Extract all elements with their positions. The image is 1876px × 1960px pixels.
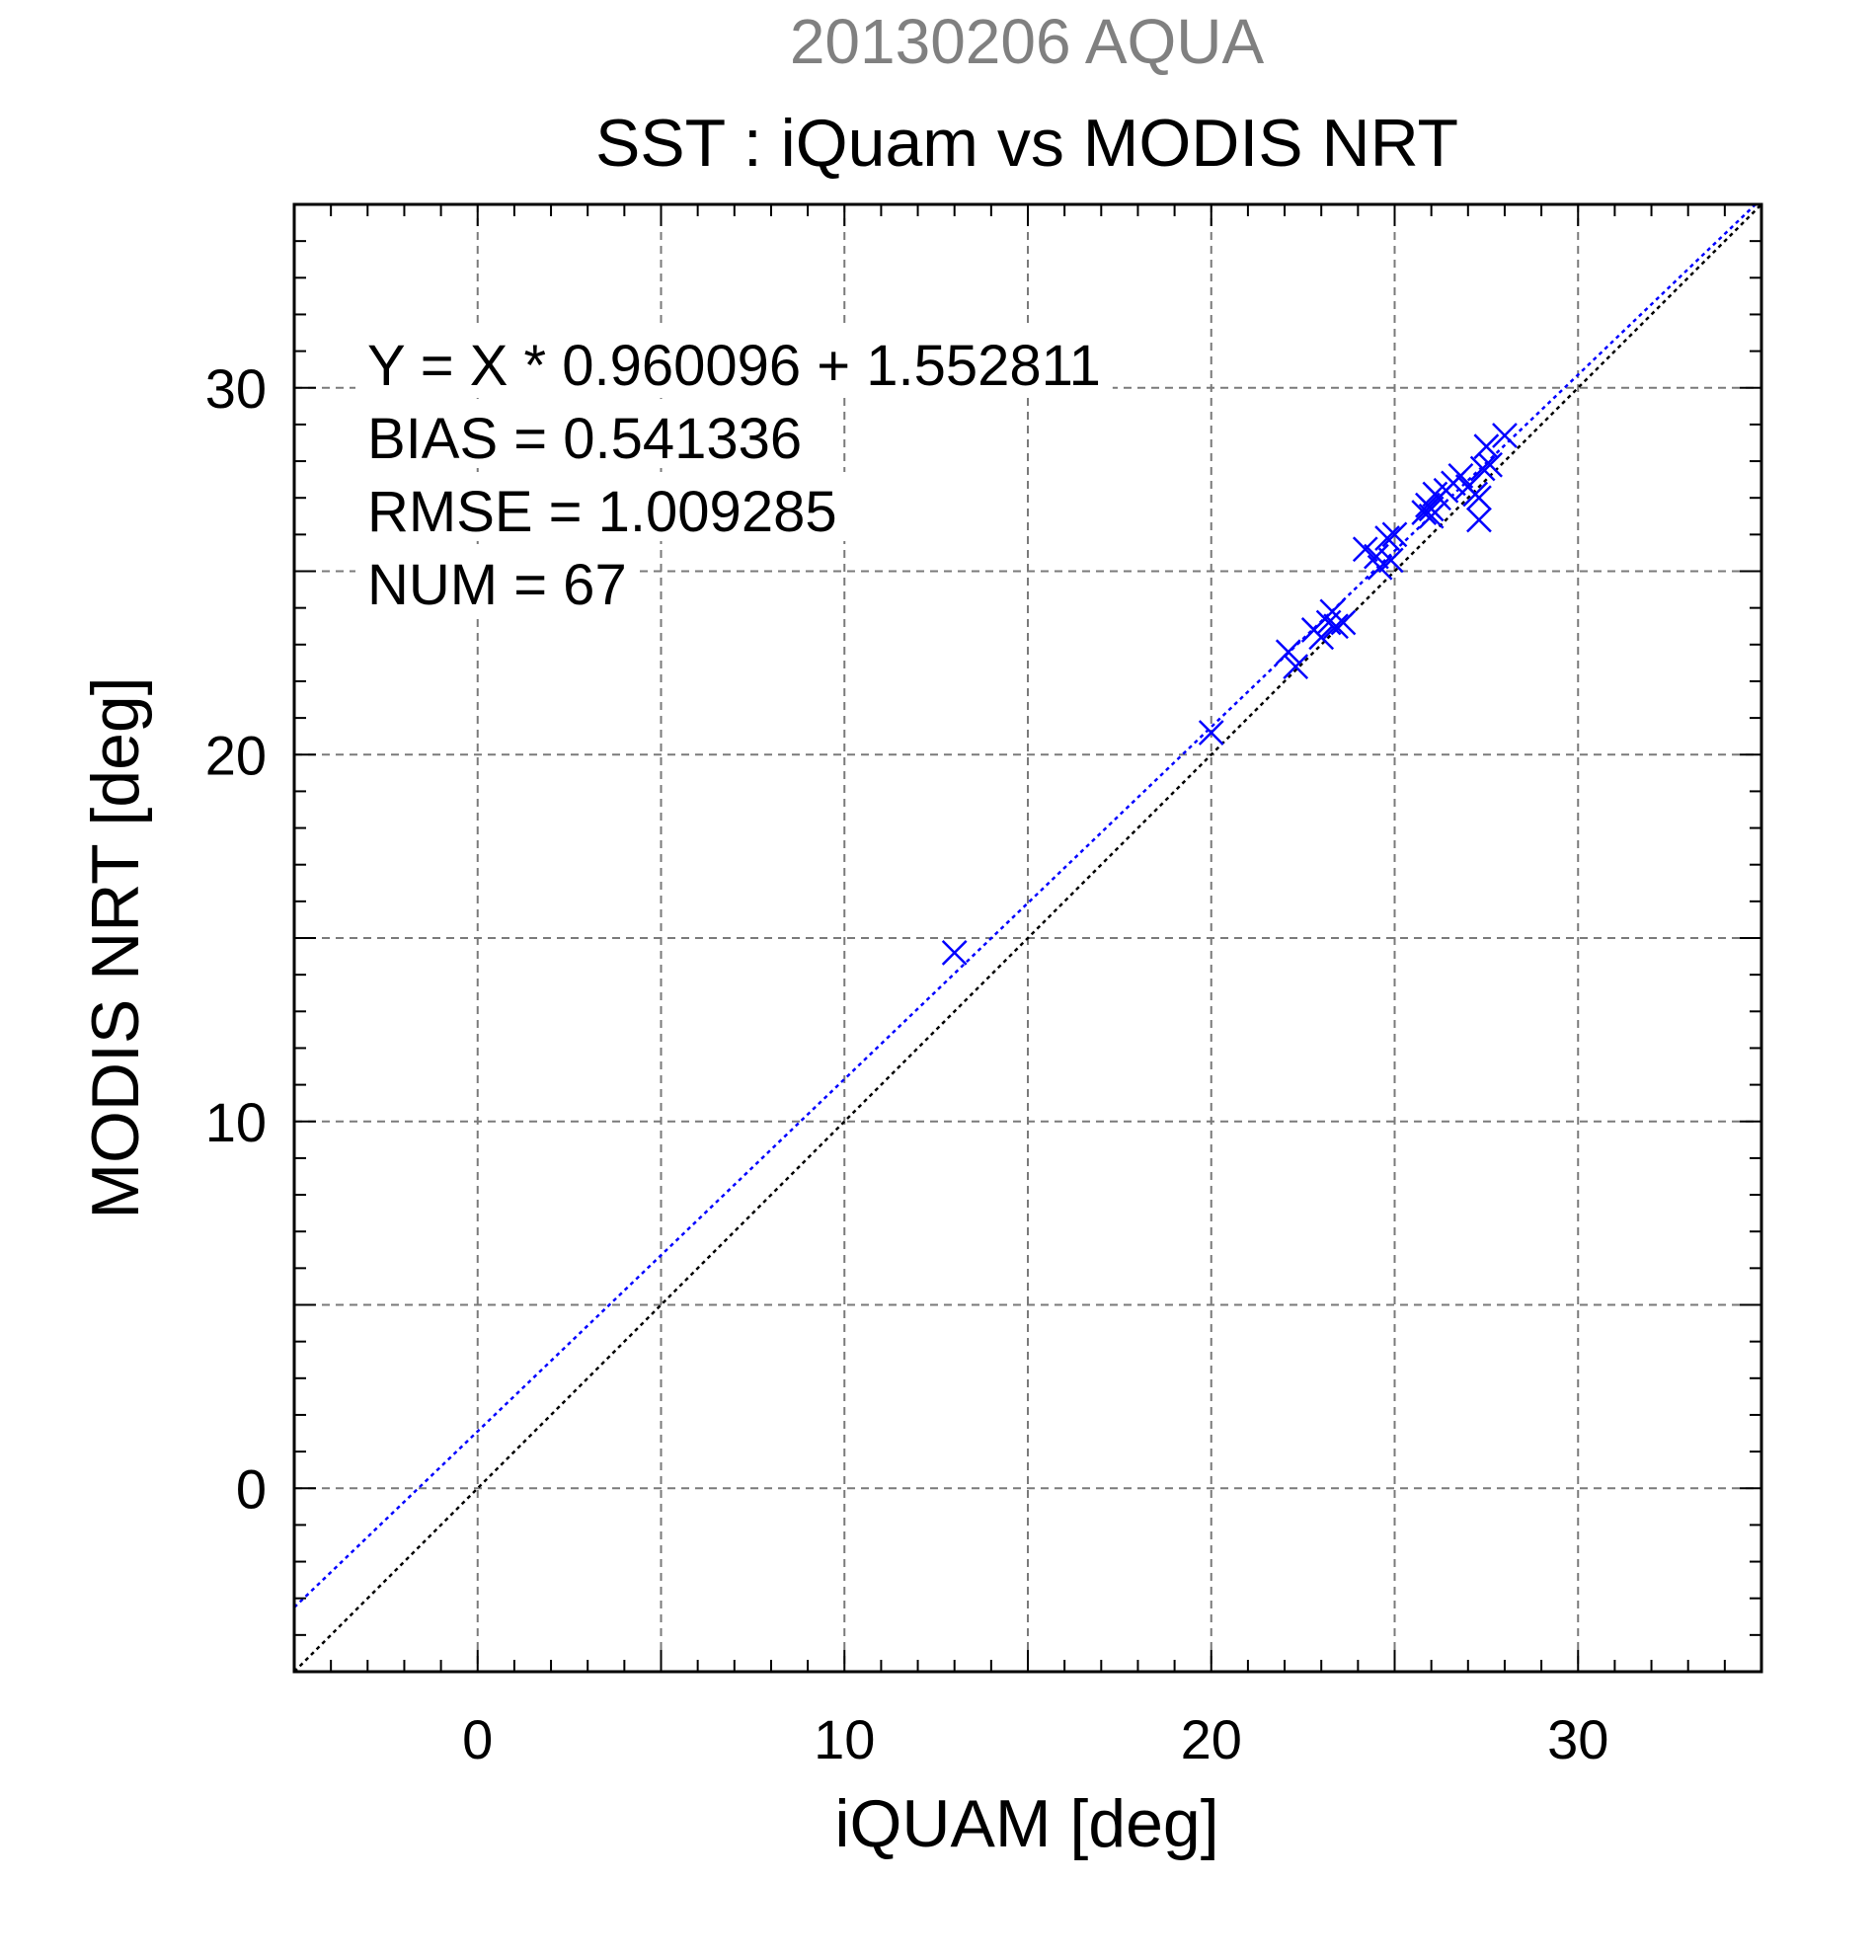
x-tick-label: 0: [462, 1708, 493, 1770]
data-point-stroke: [1466, 485, 1492, 511]
y-axis-label: MODIS NRT [deg]: [78, 676, 153, 1218]
identity-line: [293, 203, 1762, 1673]
data-point-stroke: [1330, 609, 1357, 636]
data-point-stroke: [1275, 639, 1301, 666]
y-tick-label: 20: [205, 724, 267, 786]
fit-line: [293, 203, 1757, 1608]
annotation-background: [355, 326, 1113, 395]
data-point-stroke: [1308, 624, 1335, 651]
data-point-stroke: [1283, 654, 1309, 679]
x-axis-label: iQUAM [deg]: [834, 1786, 1218, 1861]
data-point-stroke: [1477, 451, 1503, 478]
data-point: [1352, 536, 1378, 563]
x-tick-label: 30: [1547, 1708, 1608, 1770]
annotation-line: NUM = 67: [367, 553, 627, 617]
data-point: [1198, 720, 1224, 745]
data-point-stroke: [1374, 525, 1400, 551]
data-point-stroke: [1367, 554, 1393, 581]
data-point: [1374, 525, 1400, 551]
data-point-stroke: [1352, 536, 1378, 563]
x-tick-label: 20: [1181, 1708, 1242, 1770]
data-point-stroke: [1492, 423, 1518, 448]
data-point-stroke: [1381, 521, 1408, 548]
data-point: [1367, 554, 1393, 581]
data-point: [1418, 496, 1445, 522]
stats-annotation: Y = X * 0.960096 + 1.552811 BIAS = 0.5413…: [355, 326, 1113, 617]
annotation-line: Y = X * 0.960096 + 1.552811: [367, 334, 1101, 398]
data-points: [941, 423, 1518, 966]
data-point: [1418, 503, 1445, 529]
annotation-line: BIAS = 0.541336: [367, 407, 802, 471]
data-point-stroke: [1466, 507, 1492, 533]
data-point: [1447, 463, 1474, 489]
data-point: [1466, 507, 1492, 533]
reference-lines: [293, 203, 1762, 1673]
y-tick-label: 30: [205, 357, 267, 420]
axis-ticks: [294, 204, 1761, 1672]
data-point: [1381, 521, 1408, 548]
data-point-stroke: [1418, 496, 1445, 522]
annotation-background: [355, 399, 815, 468]
data-point: [1466, 485, 1492, 511]
annotation-background: [355, 472, 849, 541]
data-point: [1323, 613, 1349, 640]
data-point: [1469, 455, 1496, 482]
data-point: [1275, 639, 1301, 666]
data-point: [1283, 654, 1309, 679]
chart-date-title: 20130206 AQUA: [790, 6, 1265, 77]
x-tick-label: 10: [814, 1708, 875, 1770]
data-point-stroke: [1418, 503, 1445, 529]
chart-title: SST : iQuam vs MODIS NRT: [595, 106, 1458, 181]
annotation-background: [355, 545, 639, 614]
tick-labels: 0 10 20 30 0 10 20 30: [205, 357, 1609, 1770]
data-point-stroke: [1198, 720, 1224, 745]
data-point-stroke: [1364, 543, 1389, 570]
data-point: [1308, 624, 1335, 651]
annotation-line: RMSE = 1.009285: [367, 480, 837, 544]
data-point-stroke: [941, 939, 968, 966]
data-point-stroke: [1377, 547, 1404, 574]
data-point: [1330, 609, 1357, 636]
data-point-stroke: [1447, 463, 1474, 489]
data-point: [941, 939, 968, 966]
data-point-stroke: [1323, 613, 1349, 640]
data-point: [1477, 451, 1503, 478]
y-tick-label: 0: [236, 1457, 267, 1520]
data-point: [1377, 547, 1404, 574]
y-tick-label: 10: [205, 1091, 267, 1153]
data-point: [1492, 423, 1518, 448]
data-point-stroke: [1469, 455, 1496, 482]
